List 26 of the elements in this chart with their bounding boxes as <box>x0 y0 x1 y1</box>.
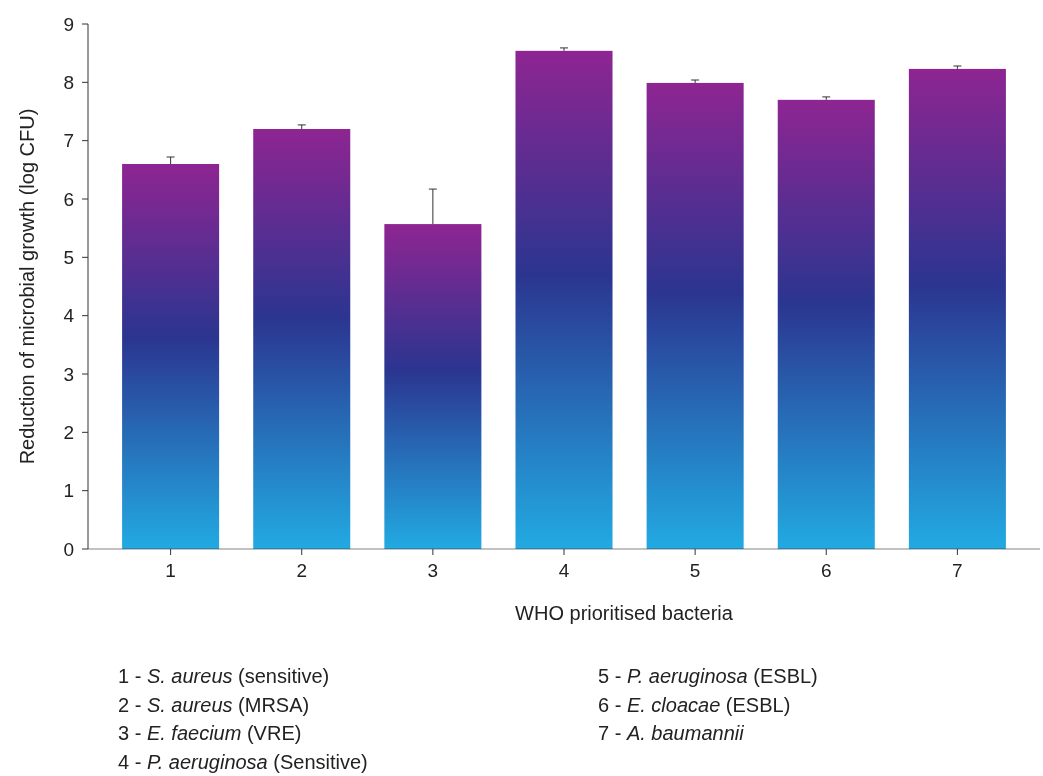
y-tick-label: 6 <box>63 188 74 210</box>
x-tick-label: 7 <box>952 560 963 581</box>
text: 7 - A. baumannii <box>598 722 745 744</box>
y-tick-label: 0 <box>63 538 74 560</box>
text: 1 - S. aureus (sensitive) <box>118 665 330 687</box>
y-tick-label: 7 <box>63 130 74 152</box>
x-tick-label: 6 <box>820 560 832 581</box>
x-tick-label: 4 <box>558 560 570 581</box>
y-axis-title: Reduction of microbial growth (log CFU) <box>16 108 38 465</box>
y-tick-label: 3 <box>63 363 74 385</box>
y-tick-label: 5 <box>63 246 74 268</box>
y-tick-label: 1 <box>63 480 74 502</box>
y-tick-label: 9 <box>63 13 74 35</box>
x-tick-label: 2 <box>296 560 308 581</box>
y-tick-label: 8 <box>63 71 74 93</box>
x-tick-label: 3 <box>427 560 439 581</box>
text: 5 - P. aeruginosa (ESBL) <box>598 665 818 687</box>
text: 6 - E. cloacae (ESBL) <box>598 693 791 716</box>
text: 4 - P. aeruginosa (Sensitive) <box>118 750 368 773</box>
x-tick-label: 5 <box>689 560 701 581</box>
x-axis-title: WHO prioritised bacteria <box>515 602 734 624</box>
y-tick-label: 2 <box>63 421 74 443</box>
text: 3 - E. faecium (VRE) <box>118 722 302 744</box>
y-tick-label: 4 <box>63 305 75 327</box>
text: 2 - S. aureus (MRSA) <box>118 693 310 716</box>
x-tick-label: 1 <box>165 560 176 581</box>
